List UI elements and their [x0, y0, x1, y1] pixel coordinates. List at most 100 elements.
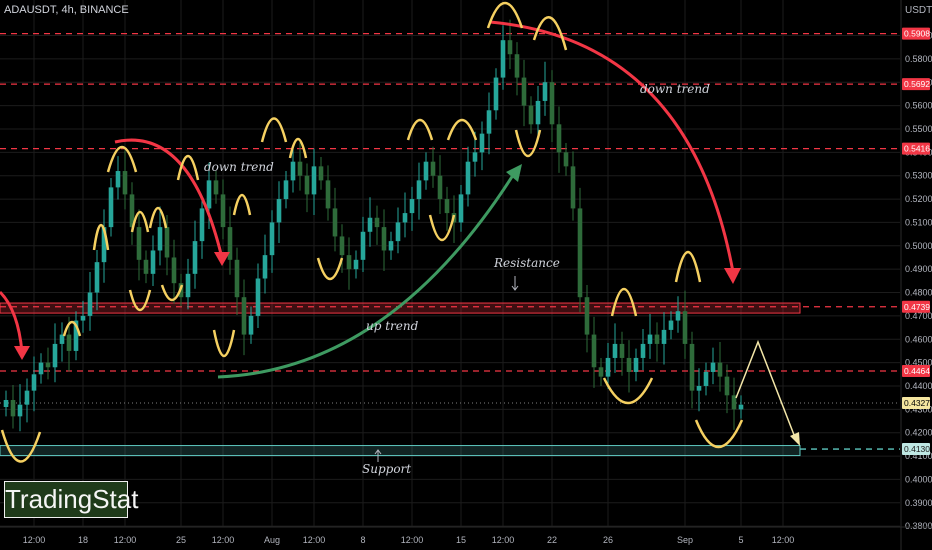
candle-body [248, 315, 254, 335]
price-level-tag [902, 443, 930, 456]
candle-body [129, 194, 135, 228]
y-tick-label: 0.4900 [905, 264, 932, 274]
up-trend-arrowhead [506, 164, 522, 182]
price-level-tag-label: 0.5416 [904, 144, 930, 154]
candle-body [696, 385, 702, 391]
time-axis[interactable]: 12:00 18 12:00 25 12:00 Aug 12:00 8 12:00 15 12:00… [0, 526, 932, 545]
swing-low-mark [602, 377, 654, 405]
swing-low-mark [514, 129, 542, 157]
candle-body [507, 40, 513, 55]
candle-body [472, 152, 478, 162]
y-tick-label: 0.4600 [905, 334, 932, 344]
candle-body [367, 217, 373, 232]
swing-low-mark [128, 289, 152, 312]
candle-body [717, 362, 723, 377]
price-unit: USDT [905, 5, 932, 16]
support-zone [0, 445, 801, 457]
x-tick-label: Aug [264, 535, 280, 545]
candle-body [17, 404, 23, 417]
candle-body [255, 278, 261, 316]
down-trend-arrowhead-left [14, 346, 30, 360]
candle-body [633, 357, 639, 372]
candle-body [220, 194, 226, 228]
candle-body [213, 180, 219, 195]
candle-body [381, 227, 387, 251]
candle-body [164, 227, 170, 258]
price-level-tag [902, 365, 930, 378]
candle-body [234, 259, 240, 298]
candle-body [626, 357, 632, 372]
candle-body [108, 187, 114, 228]
x-tick-label: 12:00 [772, 535, 795, 545]
candle-body [339, 236, 345, 256]
y-tick-label: 0.4400 [905, 381, 932, 391]
candle-body [724, 376, 730, 396]
swing-high-mark [446, 118, 478, 141]
candle-body [3, 399, 9, 408]
candle-body [66, 334, 72, 351]
y-tick-label: 0.5800 [905, 54, 932, 64]
candle-body [318, 166, 324, 181]
swing-low-mark [316, 257, 344, 280]
candle-body [731, 395, 737, 410]
down-trend-arc-left [0, 290, 24, 353]
candle-body [283, 180, 289, 200]
candle-body [227, 227, 233, 260]
up-trend-arc [217, 171, 517, 379]
candle-body [311, 166, 317, 195]
projection-path [735, 339, 797, 441]
candle-body [486, 110, 492, 134]
x-tick-label: 12:00 [212, 535, 235, 545]
swing-high-mark [610, 287, 638, 317]
candle-body [38, 362, 44, 375]
price-axis[interactable]: 0.3800 0.3900 0.4000 0.4100 0.4200 0.4300 0.44… [900, 0, 932, 550]
candle-body [157, 227, 163, 251]
y-tick-label: 0.5100 [905, 217, 932, 227]
candle-body [325, 180, 331, 209]
grid [0, 0, 900, 527]
y-tick-label: 0.5500 [905, 124, 932, 134]
candle-body [10, 399, 16, 417]
candle-body [262, 255, 268, 279]
candle-body [241, 297, 247, 335]
y-tick-label: 0.4200 [905, 428, 932, 438]
candle-body [549, 82, 555, 125]
candle-body [430, 161, 436, 176]
candle-body [584, 297, 590, 335]
projection-arrowhead [790, 432, 800, 446]
swing-high-mark [130, 210, 150, 233]
candle-body [689, 343, 695, 391]
candle-body [192, 241, 198, 274]
candle-body [290, 161, 296, 181]
x-tick-label: 26 [603, 535, 613, 545]
candle-body [276, 199, 282, 223]
candle-body [654, 334, 660, 344]
candle-body [59, 334, 65, 344]
candle-body [402, 213, 408, 223]
price-level-tag-label: 0.4130 [904, 444, 930, 454]
x-tick-label: 18 [78, 535, 88, 545]
candle-body [199, 208, 205, 242]
candle-body [353, 259, 359, 270]
support-label: Support [362, 462, 411, 476]
candle-body [542, 82, 548, 101]
swing-high-mark [288, 137, 308, 159]
candle-body [612, 343, 618, 358]
candle-body [80, 315, 86, 321]
down-trend-label: down trend [204, 160, 274, 174]
candle-body [45, 362, 51, 368]
y-tick-label: 0.4300 [905, 404, 932, 414]
candle-body [346, 255, 352, 270]
price-levels [0, 33, 900, 450]
y-tick-label: 0.4800 [905, 288, 932, 298]
brand-logo: TradingStat [4, 481, 138, 518]
price-level-tag-label: 0.4739 [904, 302, 930, 312]
candle-body [556, 124, 562, 153]
candle-body [458, 194, 464, 223]
price-level-tag [902, 27, 930, 40]
x-tick-label: 22 [547, 535, 557, 545]
candle-body [115, 171, 121, 188]
price-level-tag-label: 0.5692 [904, 79, 930, 89]
